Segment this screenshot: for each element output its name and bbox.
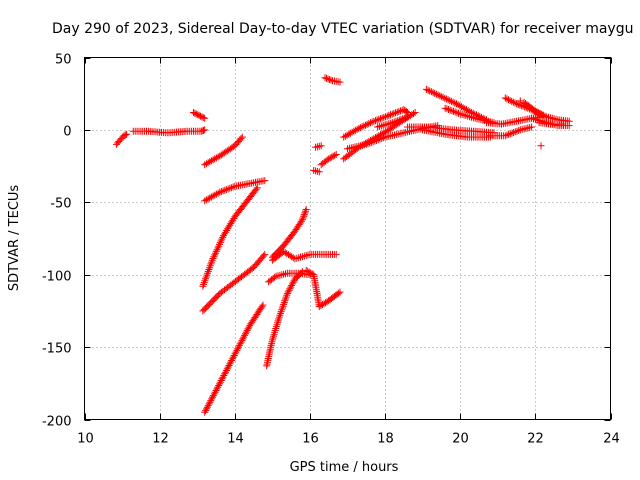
x-tick-labels: 10 12 14 16 18 20 22 24 [77,432,620,447]
plot-frame [84,57,611,420]
series-markers [201,133,246,169]
series-markers [312,142,325,151]
y-tick-label: -50 [50,197,71,212]
x-tick-label: 20 [452,432,469,447]
series-arc22 [404,123,498,137]
series-arc21 [374,113,412,131]
y-tick-label: -150 [42,342,72,357]
series-markers [129,126,209,137]
series-markers [302,266,344,311]
series-arc08 [201,301,267,416]
series-arc32 [516,97,524,105]
series-arc16 [312,142,325,151]
series-arc07 [199,250,269,315]
series-arc27 [486,123,536,140]
series-arc24 [422,85,490,124]
series-arc33 [537,142,545,150]
series-markers [516,97,524,105]
series-markers [404,123,498,137]
series-markers [263,268,306,370]
series-markers [265,269,314,286]
series-arc04 [201,133,246,169]
series-arc14 [310,166,323,176]
series-arc05 [201,177,269,205]
series-markers [199,184,261,290]
series-markers [201,301,267,416]
x-axis-label: GPS time / hours [290,460,399,475]
series-markers [340,106,412,141]
series-arc17 [321,74,344,86]
series-arc03 [190,109,209,122]
series-markers [268,206,310,261]
series-arc10 [265,269,314,286]
series-arc02 [129,126,209,137]
data-series [112,74,573,416]
x-tick-label: 12 [152,432,169,447]
x-tick-label: 16 [302,432,319,447]
series-arc13 [302,266,344,311]
series-arc12 [268,248,340,264]
series-markers [201,177,269,205]
chart-title: Day 290 of 2023, Sidereal Day-to-day VTE… [52,21,633,37]
series-markers [535,119,566,128]
y-axis-label: SDTVAR / TECUs [7,185,22,292]
x-tick-label: 24 [603,432,620,447]
series-markers [422,85,490,124]
series-markers [112,130,131,148]
series-arc31 [535,119,566,128]
series-arc29 [520,98,573,125]
x-tick-label: 22 [527,432,544,447]
y-tick-label: 50 [55,53,72,68]
series-markers [520,98,573,125]
series-arc06 [199,184,261,290]
series-markers [537,142,545,150]
series-arc23 [419,126,494,141]
series-arc18 [340,106,412,141]
series-markers [321,74,344,86]
series-arc15 [317,151,340,169]
y-tick-label: -100 [42,270,72,285]
axis-ticks [84,57,612,421]
series-markers [374,113,412,131]
series-arc01 [112,130,131,148]
series-markers [419,126,494,141]
x-tick-label: 18 [377,432,394,447]
series-markers [486,123,536,140]
series-markers [317,151,340,169]
series-markers [268,248,340,264]
series-markers [310,166,323,176]
series-markers [199,250,269,315]
series-arc09 [263,268,306,370]
series-markers [190,109,209,122]
x-tick-label: 14 [227,432,244,447]
y-tick-labels: -200 -150 -100 -50 0 50 [42,53,72,430]
y-tick-label: 0 [63,125,71,140]
y-tick-label: -200 [42,415,72,430]
x-tick-label: 10 [77,432,94,447]
series-arc11 [268,206,310,261]
